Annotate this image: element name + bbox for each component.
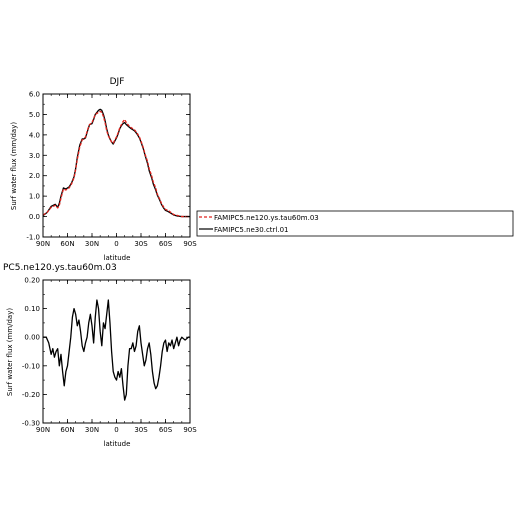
legend-entry-2: FAMIPC5.ne30.ctrl.01 — [214, 226, 289, 234]
top-y-tick-label: -1.0 — [26, 234, 40, 242]
top-series-layer — [42, 108, 190, 218]
top-y-tick-label: 6.0 — [29, 91, 40, 99]
bottom-ticks-layer: 90N 60N 30N 0 30S 60S 90S -0.30 -0.20 -0.10 0.00 0.… — [22, 277, 197, 435]
legend-box — [196, 210, 514, 237]
bottom-x-tick-label: 90N — [36, 426, 50, 434]
top-plot-frame — [42, 93, 191, 238]
top-y-axis-title: Surf water flux (mm/day) — [10, 122, 18, 210]
bottom-y-tick-label: 0.00 — [24, 334, 40, 342]
top-panel-title: DJF — [110, 77, 125, 87]
legend-entry-1: FAMIPC5.ne120.ys.tau60m.03 — [214, 214, 319, 222]
top-y-tick-label: 2.0 — [29, 172, 40, 180]
top-y-tick-label: 4.0 — [29, 131, 40, 139]
bottom-series-line-1 — [43, 299, 190, 401]
bottom-y-tick-label: 0.10 — [24, 305, 40, 313]
top-y-tick-label: 3.0 — [29, 152, 40, 160]
top-x-tick-label: 90N — [36, 240, 50, 248]
top-series-line-1 — [42, 110, 190, 218]
legend: FAMIPC5.ne120.ys.tau60m.03 FAMIPC5.ne30.… — [196, 210, 514, 237]
top-y-tick-label: 1.0 — [29, 193, 40, 201]
top-y-tick-label: 5.0 — [29, 111, 40, 119]
bottom-x-tick-label: 30S — [134, 426, 148, 434]
top-y-tick-label: 0.0 — [29, 213, 40, 221]
bottom-x-tick-label: 60S — [159, 426, 173, 434]
bottom-x-tick-label: 60N — [60, 426, 74, 434]
top-x-tick-label: 30S — [134, 240, 148, 248]
bottom-panel: PC5.ne120.ys.tau60m.03 90N 60N 30N 0 30S 60S 9… — [3, 263, 197, 448]
top-x-tick-label: 90S — [183, 240, 197, 248]
top-x-tick-label: 0 — [114, 240, 118, 248]
bottom-panel-title: PC5.ne120.ys.tau60m.03 — [3, 263, 117, 273]
top-panel: DJF 90N 60N 30N 0 30S 60S 90S -1.0 0.0 1.0 2.0 3.0 4… — [10, 77, 197, 262]
bottom-x-tick-label: 0 — [114, 426, 118, 434]
bottom-series-layer — [43, 299, 190, 401]
top-x-tick-label: 30N — [85, 240, 99, 248]
top-ticks-layer: 90N 60N 30N 0 30S 60S 90S -1.0 0.0 1.0 2.0 3.0 4.0 5.… — [26, 91, 197, 249]
bottom-y-axis-title: Surf water flux (mm/day) — [6, 308, 14, 396]
bottom-x-tick-label: 90S — [183, 426, 197, 434]
top-x-tick-label: 60S — [159, 240, 173, 248]
top-x-tick-label: 60N — [60, 240, 74, 248]
bottom-x-tick-label: 30N — [85, 426, 99, 434]
bottom-x-axis-title: latitude — [104, 440, 131, 448]
top-x-axis-title: latitude — [104, 254, 131, 262]
bottom-y-tick-label: -0.10 — [22, 362, 40, 370]
bottom-plot-frame — [42, 279, 191, 424]
bottom-y-tick-label: -0.30 — [22, 420, 40, 428]
top-series-line-2 — [42, 108, 190, 218]
bottom-y-tick-label: 0.20 — [24, 277, 40, 285]
bottom-y-tick-label: -0.20 — [22, 391, 40, 399]
